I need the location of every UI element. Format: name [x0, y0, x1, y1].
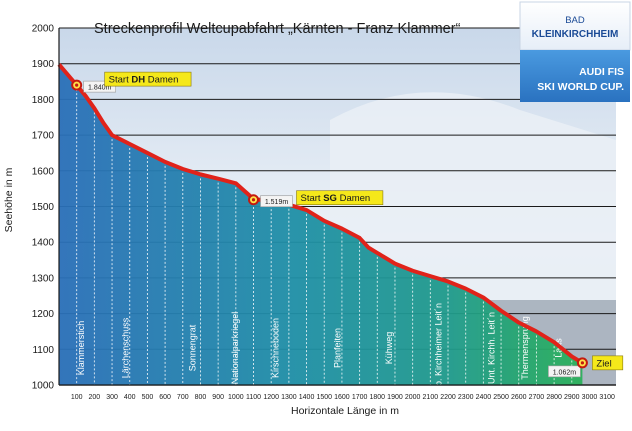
x-tick-500: 500 — [142, 394, 154, 401]
section-label-2: Sonnengrat — [188, 324, 198, 371]
marker-value-tag-1 — [260, 195, 293, 208]
y-tick-1400: 1400 — [32, 238, 55, 249]
profile-area — [59, 64, 583, 385]
brand-logo-bottom — [520, 50, 630, 102]
axes — [58, 28, 616, 386]
marker-dot-center-2 — [580, 361, 585, 365]
y-tick-1500: 1500 — [32, 202, 55, 213]
y-tick-1900: 1900 — [32, 59, 55, 70]
x-tick-3000: 3000 — [582, 394, 598, 401]
y-tick-2000: 2000 — [32, 24, 55, 35]
x-tick-800: 800 — [195, 394, 207, 401]
profile-line-path — [57, 63, 584, 365]
marker-value-tag-2 — [548, 365, 581, 378]
section-label-8: Unt. Kirchh. Leit´n — [486, 312, 496, 384]
y-axis-label: Seehöhe in m — [3, 167, 15, 232]
marker-dot-center-1 — [251, 198, 256, 202]
x-tick-labels: 100 200 300 400 500 600 700 800 900 1000 1100 1200 1… — [71, 394, 615, 401]
x-tick-2900: 2900 — [564, 394, 580, 401]
brand-line-3: AUDI FIS — [579, 66, 624, 78]
marker-1: 1.519m Start SG Damen — [248, 190, 384, 208]
y-tick-1000: 1000 — [32, 381, 55, 392]
x-tick-2300: 2300 — [458, 394, 474, 401]
x-tick-1300: 1300 — [281, 394, 297, 401]
section-label-6: Kühweg — [384, 332, 394, 365]
x-tick-2500: 2500 — [493, 394, 509, 401]
x-tick-1000: 1000 — [228, 394, 244, 401]
x-tick-2100: 2100 — [423, 394, 439, 401]
x-tick-2700: 2700 — [529, 394, 545, 401]
section-label-7: Ob. Kirchheimer Leit´n — [433, 303, 443, 393]
section-label-0: Klammerstich — [76, 321, 86, 376]
brand-line-4: SKI WORLD CUP. — [537, 81, 624, 93]
marker-callout-2: Ziel — [596, 358, 611, 369]
profile-area-fill — [59, 64, 583, 385]
y-tick-1100: 1100 — [32, 345, 54, 356]
x-tick-1800: 1800 — [369, 394, 385, 401]
brand-logo-top — [519, 1, 631, 51]
profile-line — [57, 63, 584, 365]
marker-value-1: 1.519m — [265, 199, 289, 206]
section-label-4: Kirschneboden — [271, 318, 281, 378]
x-tick-2400: 2400 — [476, 394, 492, 401]
marker-value-2: 1.062m — [553, 369, 577, 376]
section-label-1: Lärchenschuss — [120, 317, 130, 378]
x-axis-label: Horizontale Länge in m — [291, 405, 399, 417]
marker-callout-1: Start SG Damen — [301, 193, 371, 204]
x-tick-600: 600 — [159, 394, 171, 401]
x-tick-1200: 1200 — [263, 394, 279, 401]
section-lines — [76, 85, 573, 385]
brand-line-2: KLEINKIRCHHEIM — [532, 29, 619, 40]
x-tick-400: 400 — [124, 394, 136, 401]
marker-value-0: 1.840m — [88, 85, 112, 92]
x-tick-700: 700 — [177, 394, 189, 401]
marker-value-tag-0 — [83, 80, 116, 93]
x-tick-1600: 1600 — [334, 394, 350, 401]
marker-callout-box-2 — [592, 355, 624, 371]
y-tick-1800: 1800 — [32, 95, 55, 106]
x-tick-2200: 2200 — [440, 394, 456, 401]
x-tick-200: 200 — [89, 394, 101, 401]
y-tick-1600: 1600 — [32, 166, 55, 177]
y-tick-1200: 1200 — [32, 309, 55, 320]
marker-callout-box-1 — [296, 190, 384, 206]
x-tick-1700: 1700 — [352, 394, 368, 401]
chart-title: Streckenprofil Weltcupabfahrt „Kärnten -… — [94, 21, 461, 37]
section-label-9: Thermensprung — [520, 316, 530, 380]
y-tick-labels: 1000 1100 1200 1300 1400 1500 1600 1700 1800 1900… — [32, 24, 55, 392]
brand-line-1: BAD — [565, 15, 585, 26]
section-label-5: Planfeiten — [333, 328, 343, 368]
x-tick-1900: 1900 — [387, 394, 403, 401]
section-label-3: Nationalparkriegel — [230, 312, 240, 385]
marker-callout-0: Start DH Damen — [109, 75, 179, 86]
x-tick-1500: 1500 — [316, 394, 332, 401]
x-tick-900: 900 — [212, 394, 224, 401]
x-tick-1400: 1400 — [299, 394, 315, 401]
x-tick-2600: 2600 — [511, 394, 527, 401]
y-tick-1300: 1300 — [32, 273, 55, 284]
x-tick-2800: 2800 — [546, 394, 562, 401]
y-tick-1700: 1700 — [32, 131, 55, 142]
marker-dot-center-0 — [75, 83, 79, 87]
marker-2: 1.062m Ziel — [548, 355, 624, 378]
x-tick-1100: 1100 — [246, 394, 261, 401]
x-tick-300: 300 — [106, 394, 118, 401]
marker-callout-box-0 — [104, 71, 192, 87]
x-tick-100: 100 — [71, 394, 83, 401]
x-tick-3100: 3100 — [599, 394, 615, 401]
brand-logo: BAD KLEINKIRCHHEIM AUDI FIS SKI WORLD CU… — [519, 1, 631, 102]
x-tick-2000: 2000 — [405, 394, 421, 401]
